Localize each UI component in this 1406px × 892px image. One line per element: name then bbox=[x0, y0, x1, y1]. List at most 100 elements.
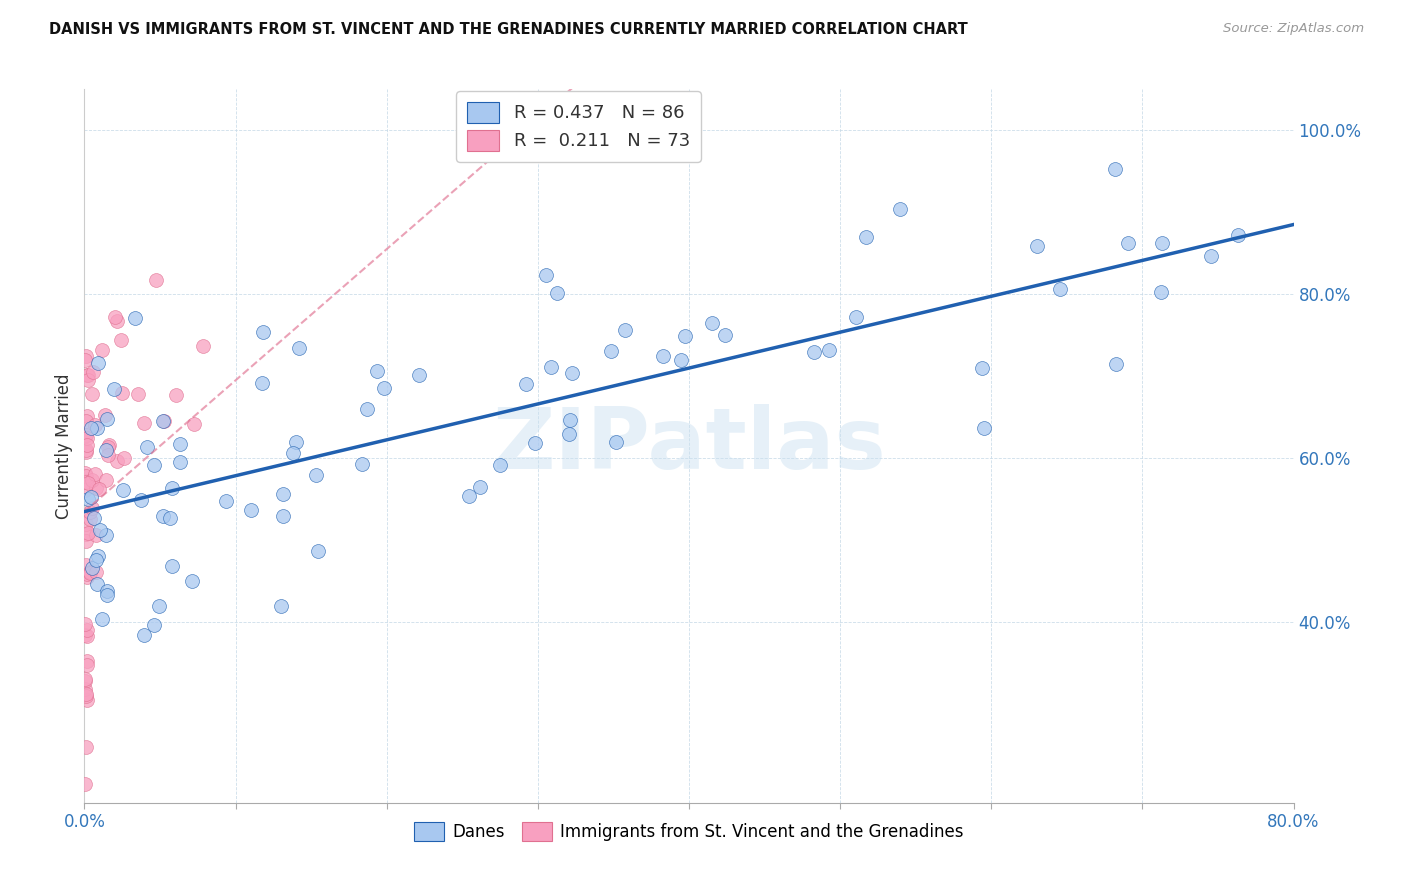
Point bbox=[73, 628, 96, 642]
Point bbox=[169, 455, 191, 469]
Point bbox=[76, 654, 98, 668]
Point bbox=[1104, 162, 1126, 177]
Point bbox=[1049, 282, 1071, 296]
Point bbox=[73, 674, 96, 689]
Point bbox=[613, 322, 636, 336]
Point bbox=[87, 356, 110, 370]
Point bbox=[818, 343, 841, 358]
Point bbox=[87, 482, 110, 496]
Point bbox=[82, 561, 104, 575]
Point bbox=[76, 368, 98, 382]
Point bbox=[652, 349, 675, 363]
Point bbox=[75, 616, 97, 631]
Point bbox=[84, 566, 107, 580]
Point bbox=[352, 458, 374, 472]
Point bbox=[408, 368, 430, 382]
Point bbox=[183, 417, 205, 431]
Point bbox=[80, 491, 103, 505]
Point bbox=[82, 500, 104, 515]
Point bbox=[76, 431, 98, 445]
Point bbox=[1150, 235, 1173, 250]
Point bbox=[160, 481, 183, 495]
Point bbox=[142, 458, 165, 473]
Point bbox=[96, 583, 118, 598]
Point bbox=[90, 343, 112, 357]
Point bbox=[75, 534, 97, 549]
Point bbox=[75, 517, 97, 532]
Point bbox=[89, 523, 111, 537]
Point bbox=[159, 510, 181, 524]
Point bbox=[75, 353, 97, 368]
Text: ZIPatlas: ZIPatlas bbox=[492, 404, 886, 488]
Point bbox=[97, 440, 120, 454]
Point bbox=[104, 310, 127, 324]
Point bbox=[252, 326, 274, 340]
Point bbox=[76, 567, 98, 582]
Point bbox=[75, 777, 97, 791]
Point bbox=[489, 458, 512, 472]
Point bbox=[77, 526, 100, 541]
Point bbox=[132, 628, 155, 642]
Point bbox=[76, 527, 98, 541]
Point bbox=[105, 314, 128, 328]
Point bbox=[191, 338, 214, 352]
Point bbox=[110, 333, 132, 347]
Point bbox=[76, 693, 98, 707]
Point bbox=[215, 494, 238, 508]
Point bbox=[136, 440, 159, 454]
Point bbox=[534, 268, 557, 283]
Point bbox=[600, 343, 623, 358]
Point bbox=[671, 353, 693, 368]
Point bbox=[700, 316, 723, 330]
Point bbox=[1227, 227, 1250, 242]
Point bbox=[84, 553, 107, 567]
Point bbox=[75, 349, 97, 363]
Point bbox=[75, 474, 97, 488]
Point bbox=[97, 448, 120, 462]
Point bbox=[134, 416, 156, 430]
Point bbox=[153, 414, 176, 428]
Point bbox=[515, 376, 537, 391]
Point bbox=[76, 475, 98, 490]
Point bbox=[714, 328, 737, 343]
Point bbox=[97, 438, 120, 452]
Point bbox=[76, 623, 98, 637]
Point bbox=[75, 682, 97, 697]
Point bbox=[1199, 249, 1222, 263]
Point bbox=[75, 739, 97, 754]
Point bbox=[844, 310, 866, 325]
Point bbox=[76, 657, 98, 672]
Point bbox=[271, 487, 294, 501]
Point bbox=[76, 437, 98, 451]
Point bbox=[803, 345, 825, 359]
Point bbox=[79, 512, 101, 526]
Point bbox=[673, 329, 696, 343]
Point bbox=[73, 483, 96, 497]
Point bbox=[111, 483, 134, 497]
Text: DANISH VS IMMIGRANTS FROM ST. VINCENT AND THE GRENADINES CURRENTLY MARRIED CORRE: DANISH VS IMMIGRANTS FROM ST. VINCENT AN… bbox=[49, 22, 967, 37]
Point bbox=[458, 489, 481, 503]
Point bbox=[76, 569, 98, 583]
Point bbox=[86, 421, 108, 435]
Point bbox=[94, 473, 117, 487]
Point bbox=[160, 559, 183, 574]
Point bbox=[83, 511, 105, 525]
Point bbox=[468, 480, 491, 494]
Point bbox=[75, 414, 97, 428]
Point bbox=[889, 202, 911, 217]
Point bbox=[270, 599, 292, 613]
Point bbox=[105, 453, 128, 467]
Point bbox=[152, 509, 174, 524]
Point bbox=[86, 577, 108, 591]
Point bbox=[152, 414, 174, 428]
Point bbox=[112, 451, 135, 466]
Point bbox=[366, 364, 388, 378]
Point bbox=[77, 373, 100, 387]
Point bbox=[75, 689, 97, 703]
Point bbox=[148, 599, 170, 613]
Point bbox=[82, 365, 104, 379]
Point bbox=[90, 612, 112, 626]
Point bbox=[285, 434, 308, 449]
Point bbox=[75, 444, 97, 458]
Point bbox=[76, 368, 98, 382]
